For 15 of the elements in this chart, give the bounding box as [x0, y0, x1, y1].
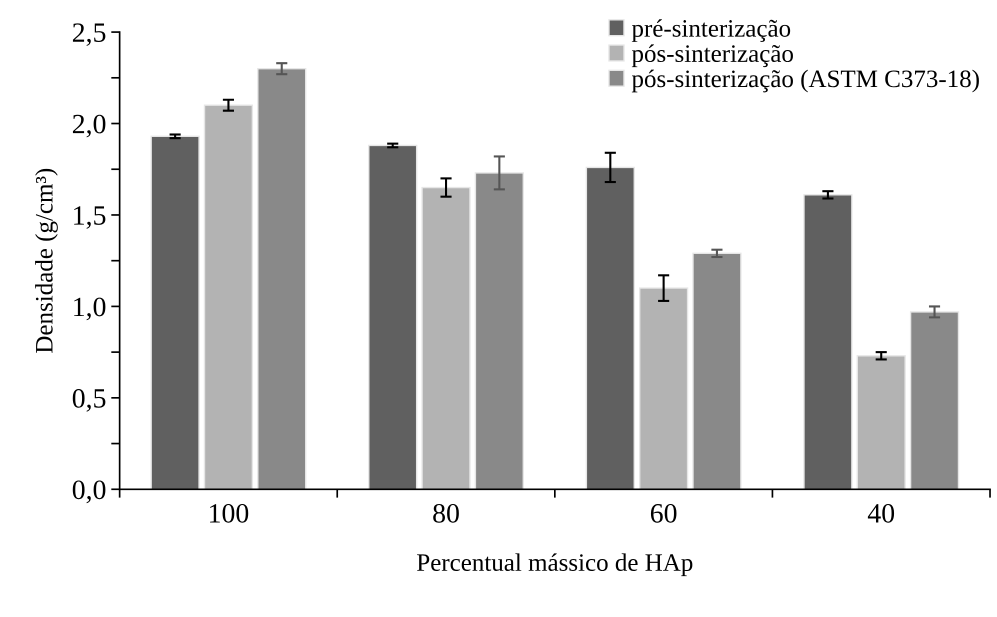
legend-label: pré-sinterização: [632, 19, 790, 42]
y-tick-label: 1,5: [74, 206, 106, 229]
y-tick-label: 1,0: [74, 298, 106, 320]
legend-label: pós-sinterização: [632, 44, 793, 68]
y-tick-label: 0,5: [72, 389, 106, 412]
y-axis-title: Densidade (g/cm³): [35, 168, 58, 353]
y-tick-label: 2,0: [72, 114, 106, 138]
y-tick-label: 0,0: [72, 480, 106, 504]
x-tick-label: 80: [433, 504, 459, 523]
x-tick-label: 40: [868, 504, 894, 523]
x-tick-label: 100: [210, 504, 248, 523]
y-tick-label: 2,5: [72, 23, 106, 46]
x-axis-title: Percentual mássico de HAp: [417, 553, 692, 576]
legend-label: pós-sinterização (ASTM C373-18): [632, 70, 979, 92]
x-tick-label: 60: [650, 504, 676, 523]
